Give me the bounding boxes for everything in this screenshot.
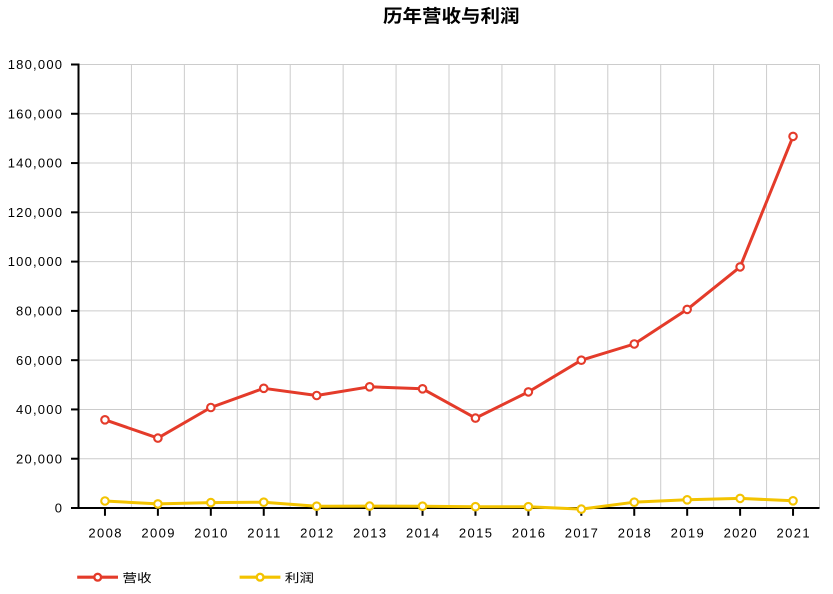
svg-text:2012: 2012 [300,525,333,540]
svg-text:2020: 2020 [724,525,757,540]
svg-text:2021: 2021 [777,525,810,540]
svg-text:40,000: 40,000 [16,402,62,417]
svg-text:80,000: 80,000 [16,303,62,318]
svg-text:0: 0 [55,501,62,516]
svg-text:2015: 2015 [459,525,492,540]
svg-text:20,000: 20,000 [16,451,62,466]
svg-text:60,000: 60,000 [16,353,62,368]
svg-text:2008: 2008 [88,525,121,540]
svg-text:2010: 2010 [194,525,227,540]
svg-text:100,000: 100,000 [8,254,62,269]
svg-text:180,000: 180,000 [8,57,62,72]
svg-text:120,000: 120,000 [8,205,62,220]
svg-text:2016: 2016 [512,525,545,540]
svg-text:2009: 2009 [141,525,174,540]
svg-text:2013: 2013 [353,525,386,540]
svg-text:2017: 2017 [565,525,598,540]
svg-text:2018: 2018 [618,525,651,540]
svg-text:2014: 2014 [406,525,439,540]
svg-text:2019: 2019 [671,525,704,540]
svg-text:160,000: 160,000 [8,106,62,121]
svg-text:140,000: 140,000 [8,156,62,171]
